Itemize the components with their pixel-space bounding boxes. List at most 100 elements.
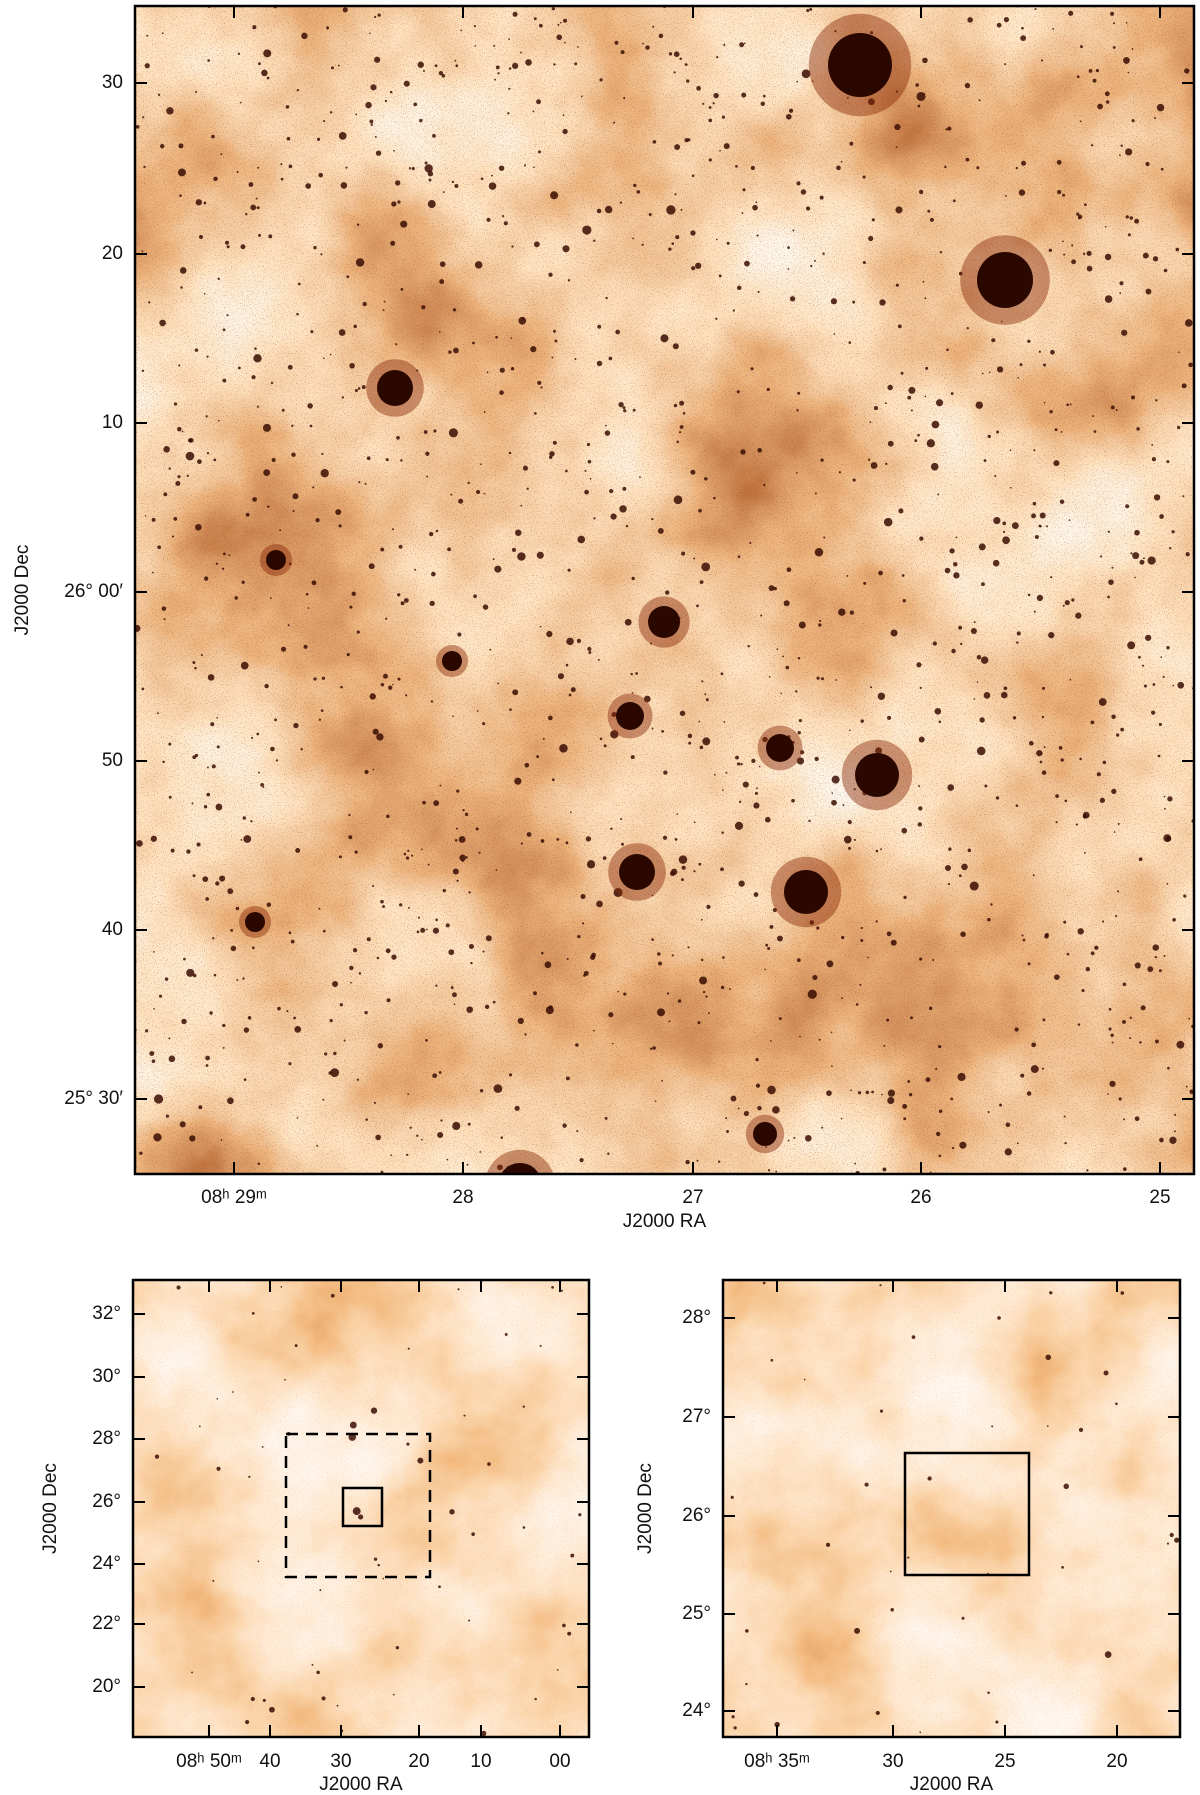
star: [1041, 770, 1047, 775]
star: [554, 339, 558, 343]
star: [417, 916, 421, 919]
star: [341, 396, 345, 399]
star: [578, 1513, 582, 1517]
star: [219, 875, 226, 882]
star: [200, 653, 203, 656]
bright-star: [766, 734, 794, 762]
star: [463, 1414, 466, 1417]
star: [978, 543, 986, 551]
star: [870, 31, 874, 35]
star: [1079, 120, 1082, 123]
star: [814, 756, 819, 762]
star: [250, 820, 253, 823]
star: [280, 163, 283, 166]
star: [719, 149, 721, 152]
star: [476, 489, 481, 495]
star: [697, 1021, 701, 1025]
star: [393, 149, 395, 152]
star: [382, 1577, 384, 1580]
y-tick-label: 27°: [682, 1406, 711, 1427]
star: [157, 93, 161, 96]
star: [1134, 1116, 1140, 1122]
star: [797, 730, 801, 735]
star: [686, 79, 690, 83]
star: [871, 1090, 874, 1094]
star: [258, 771, 260, 774]
star: [584, 469, 587, 472]
star: [338, 132, 347, 140]
star: [908, 386, 916, 394]
star: [293, 722, 299, 729]
star: [165, 1114, 170, 1118]
star: [164, 977, 169, 981]
star: [280, 1286, 283, 1288]
star: [819, 619, 822, 623]
star: [1099, 797, 1106, 803]
star: [718, 274, 722, 278]
sky-image: [133, 1280, 589, 1737]
star: [884, 402, 887, 405]
star: [918, 736, 925, 743]
star: [1111, 1041, 1114, 1044]
star: [996, 366, 1004, 373]
star: [740, 762, 743, 766]
star: [875, 1710, 880, 1716]
star: [457, 632, 462, 637]
star: [202, 876, 209, 883]
star: [831, 775, 840, 784]
star: [291, 424, 294, 427]
star: [739, 800, 742, 804]
star: [1107, 530, 1110, 533]
star: [632, 237, 634, 240]
star: [1062, 604, 1065, 607]
star: [198, 234, 204, 240]
star: [512, 62, 519, 69]
star: [486, 217, 491, 222]
star: [1160, 656, 1163, 658]
star: [1042, 1018, 1046, 1022]
star: [674, 144, 681, 150]
y-tick-label: 26°: [682, 1505, 711, 1526]
star: [439, 261, 446, 267]
star: [747, 645, 750, 648]
star: [952, 199, 956, 203]
star: [1077, 928, 1084, 935]
star: [557, 23, 560, 26]
star: [901, 827, 908, 834]
star: [1040, 59, 1044, 62]
bright-star: [977, 252, 1033, 308]
star: [988, 371, 991, 374]
star: [173, 516, 178, 521]
star: [154, 1454, 160, 1459]
star: [370, 1407, 378, 1414]
x-tick-label: 26: [910, 1187, 931, 1208]
y-tick-label: 32°: [92, 1303, 121, 1324]
star: [1155, 399, 1158, 402]
star: [1034, 535, 1039, 540]
star: [321, 452, 324, 456]
star: [663, 770, 668, 775]
star: [947, 882, 951, 886]
star: [1167, 1066, 1170, 1070]
star: [1118, 1097, 1122, 1101]
star: [493, 1084, 503, 1093]
star: [1069, 678, 1072, 681]
frame: [133, 4, 1196, 1176]
star: [1092, 415, 1095, 417]
star: [482, 604, 489, 610]
star: [1107, 595, 1110, 599]
star: [691, 174, 695, 178]
star: [681, 551, 686, 556]
star: [1058, 745, 1063, 750]
star: [557, 673, 565, 680]
star: [160, 143, 165, 149]
star: [479, 1151, 482, 1153]
star: [868, 235, 874, 242]
star: [793, 1136, 796, 1139]
star: [275, 759, 279, 762]
star: [680, 208, 683, 211]
star: [980, 656, 989, 664]
star: [755, 787, 758, 790]
star: [698, 508, 702, 513]
star: [994, 475, 997, 478]
